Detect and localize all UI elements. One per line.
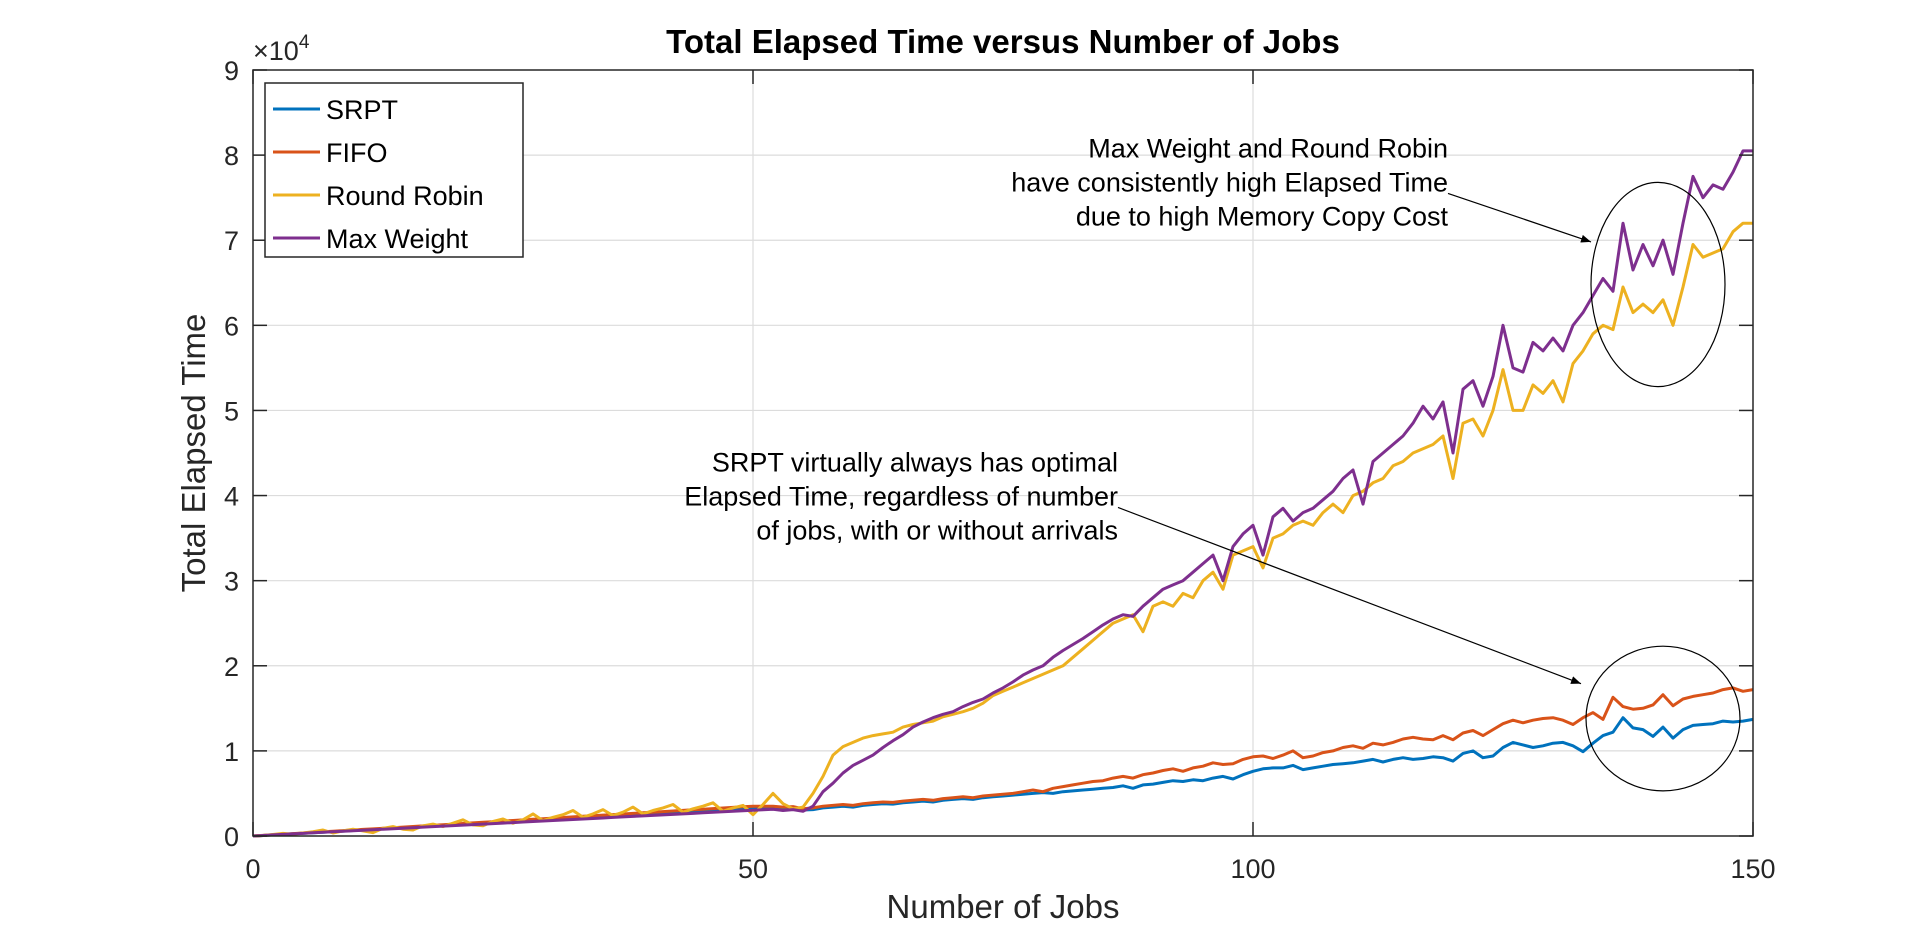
series-line-fifo [252,686,1754,838]
annotation-text-line: SRPT virtually always has optimal [712,447,1118,477]
annotation-arrow [1117,506,1582,685]
legend-box [264,82,524,258]
y-exponent-base: ×10 [253,36,299,66]
annotations: Max Weight and Round Robin have consisten… [684,133,1741,792]
series-line-max-weight [252,149,1753,838]
y-tick-label: 7 [224,226,239,256]
x-tick-label: 150 [1730,854,1775,884]
legend-label-srpt: SRPT [326,95,398,125]
annotation-ellipse [1590,181,1726,388]
legend-label-round-robin: Round Robin [326,181,484,211]
y-tick-label: 9 [224,56,239,86]
y-tick-label: 2 [224,652,239,682]
y-tick-label: 8 [224,141,239,171]
y-tick-label: 4 [224,482,239,512]
legend-label-fifo: FIFO [326,138,388,168]
y-tick-label: 5 [224,396,239,426]
annotation-text-line: due to high Memory Copy Cost [1076,201,1449,231]
x-tick-label: 0 [245,854,260,884]
y-tick-label: 6 [224,311,239,341]
legend: SRPT FIFO Round Robin Max Weight [264,82,524,258]
annotation-text-line: Elapsed Time, regardless of number [684,481,1118,511]
annotation-arrow [1447,192,1592,243]
y-exponent-power: 4 [299,32,310,53]
x-tick-label: 50 [738,854,768,884]
chart-title: Total Elapsed Time versus Number of Jobs [666,23,1340,60]
x-axis-label: Number of Jobs [887,888,1120,925]
y-axis-label: Total Elapsed Time [175,314,212,593]
annotation-text-line: have consistently high Elapsed Time [1011,167,1448,197]
y-exponent-label: ×104 [253,32,310,66]
x-tick-label: 100 [1230,854,1275,884]
series-line-round-robin [252,221,1753,838]
tick-labels: 0 50 100 150 0 1 2 3 4 5 6 7 8 9 [224,56,1776,884]
y-tick-label: 0 [224,822,239,852]
series-lines [252,149,1754,838]
legend-label-max-weight: Max Weight [326,224,469,254]
y-tick-label: 3 [224,567,239,597]
plot-frame [252,69,1754,837]
annotation-ellipse [1585,645,1741,792]
annotation-text-line: of jobs, with or without arrivals [756,515,1118,545]
y-tick-label: 1 [224,737,239,767]
annotation-text-line: Max Weight and Round Robin [1088,133,1448,163]
